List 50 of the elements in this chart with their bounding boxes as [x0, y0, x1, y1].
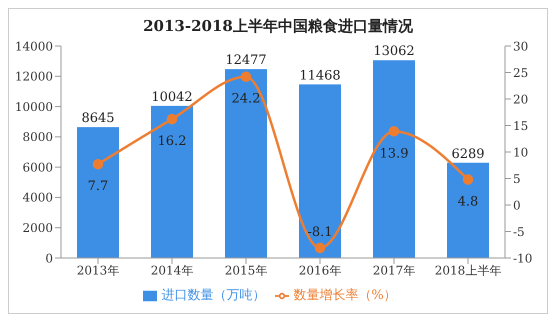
data-label: 12477: [225, 53, 267, 68]
bar: [447, 162, 489, 258]
data-label: 6289: [451, 146, 485, 162]
x-tick-label: 2013年: [76, 264, 120, 278]
data-label: 7.7: [88, 179, 108, 194]
data-label: 4.8: [458, 194, 478, 210]
data-label: 16.2: [158, 134, 186, 150]
y-tick-label: 0: [45, 251, 53, 266]
y2-tick-label: 25: [513, 66, 528, 80]
bar: [299, 84, 341, 258]
x-tick-label: 2015年: [224, 264, 268, 278]
bar: [225, 69, 267, 258]
data-label: 8645: [81, 111, 115, 126]
chart-title: 2013-2018上半年中国粮食进口量情况: [142, 17, 414, 36]
point: [462, 174, 474, 185]
point: [92, 158, 104, 170]
point: [166, 114, 178, 124]
legend-label: 进口数量（万吨）: [161, 288, 266, 303]
y-tick-label: 6000: [22, 160, 53, 174]
x-tick-label: 2017年: [372, 264, 416, 278]
y-tick-label: 10000: [14, 100, 53, 114]
y2-tick-label: 30: [513, 39, 528, 54]
data-label: 13.9: [380, 146, 408, 162]
x-tick-label: 2014年: [150, 264, 194, 278]
y-tick-label: 14000: [14, 39, 53, 54]
bar: [151, 106, 193, 258]
y2-tick-label: -5: [513, 224, 525, 239]
data-label: 24.2: [232, 92, 260, 107]
y-tick-label: 8000: [22, 130, 53, 144]
y2-tick-label: 15: [513, 118, 528, 133]
legend-label: 数量增长率（%）: [293, 288, 397, 303]
y2-tick-label: 20: [513, 92, 528, 106]
point: [388, 126, 400, 137]
x-tick-label: 2018上半年: [434, 264, 502, 278]
x-tick-label: 2016年: [298, 264, 342, 278]
data-label: 13062: [373, 44, 415, 60]
point: [314, 242, 326, 254]
y-tick-label: 12000: [14, 70, 53, 84]
y2-tick-label: -10: [513, 251, 532, 266]
y-tick-label: 4000: [22, 190, 53, 205]
point: [240, 71, 252, 82]
bar: [373, 60, 415, 258]
bar: [77, 127, 119, 258]
y2-tick-label: 5: [513, 172, 521, 186]
y2-tick-label: 0: [513, 198, 521, 212]
y-tick-label: 2000: [22, 220, 53, 235]
data-label: -8.1: [307, 224, 333, 240]
data-label: 10042: [151, 90, 193, 105]
data-label: 11468: [299, 68, 341, 84]
y2-tick-label: 10: [513, 145, 528, 160]
